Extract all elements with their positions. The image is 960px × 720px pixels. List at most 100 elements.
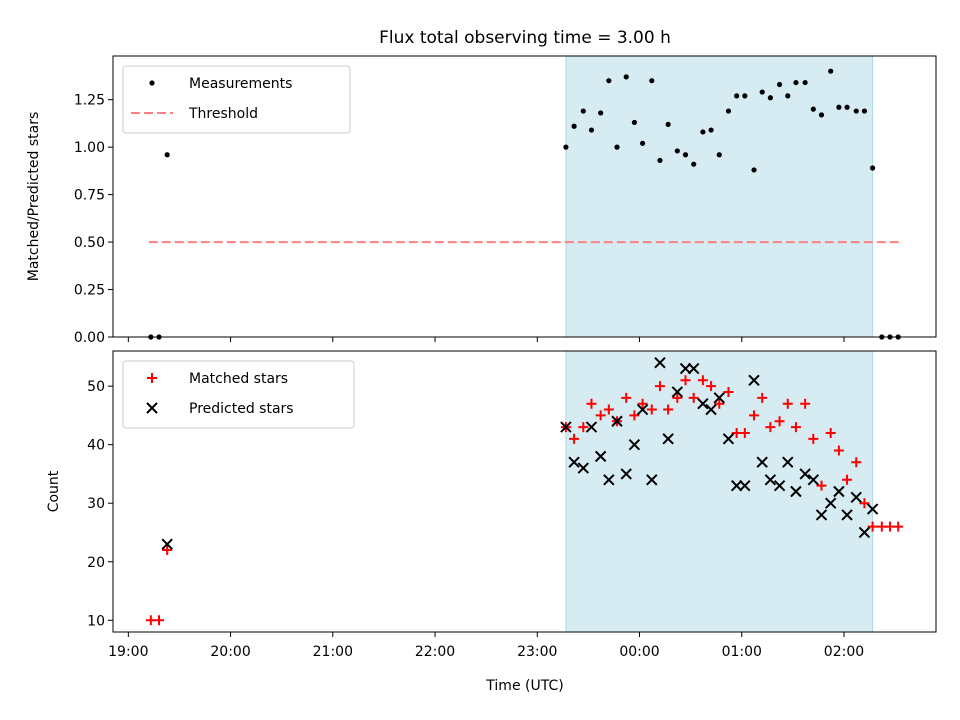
series1-point: [628, 438, 641, 451]
legend-matched-label: Matched stars: [189, 371, 288, 387]
series0-point: [682, 152, 689, 158]
legend-threshold-label: Threshold: [188, 106, 258, 122]
series0-point: [853, 108, 859, 114]
series0-point: [842, 474, 853, 485]
ratio-panel: 0.00 0.25 0.50 0.75 1.00 1.25 Matched/Predict…: [26, 55, 937, 346]
count-legend-box: [122, 360, 355, 429]
y-tick-label: 0.25: [74, 283, 105, 299]
series0-point: [598, 110, 604, 116]
legend-symbol: [149, 80, 155, 86]
series0-point: [825, 427, 836, 438]
series0-point: [893, 521, 904, 532]
ratio-y-ticks: 0.00 0.25 0.50 0.75 1.00 1.25: [74, 93, 113, 346]
series0-point: [637, 398, 648, 409]
series0-point: [654, 381, 665, 392]
count-x-ticks: 19:00 20:00 21:00 22:00 23:00 00:00 01:00 02:00: [108, 632, 864, 660]
series0-point: [154, 615, 165, 626]
series1-point: [722, 433, 735, 445]
series1-point: [654, 357, 666, 369]
series1-point: [568, 456, 580, 468]
series0-point: [793, 79, 799, 86]
ratio-x-ticks: [127, 337, 845, 342]
series1-point: [730, 479, 743, 492]
series0-point: [623, 74, 629, 80]
series1-point: [764, 474, 777, 486]
series1-point: [807, 474, 820, 486]
series0-point: [767, 95, 773, 101]
series0-point: [578, 422, 589, 433]
series1-point: [773, 479, 786, 492]
series0-point: [588, 127, 595, 133]
series1-point: [611, 415, 623, 427]
series0-point: [723, 386, 734, 397]
series0-point: [672, 392, 683, 403]
series1-point: [671, 386, 684, 398]
series1-point: [858, 526, 871, 539]
chart-title: Flux total observing time = 3.00 h: [379, 28, 671, 48]
series0-point: [714, 398, 725, 409]
series0-point: [725, 108, 732, 114]
y-tick-label: 0.50: [74, 235, 105, 251]
series0-point: [742, 93, 748, 99]
legend-symbol: [146, 402, 158, 414]
legend-symbol: [147, 373, 157, 383]
x-tick-label: 02:00: [824, 644, 864, 660]
series1-point: [594, 450, 607, 463]
series1-point: [603, 474, 615, 486]
legend-matched-marker: [147, 373, 157, 383]
count-plot-frame: [112, 350, 937, 633]
x-tick-label: 23:00: [517, 644, 557, 660]
y-tick-label: 40: [87, 438, 105, 454]
series0-point: [859, 498, 870, 509]
series0-point: [716, 152, 722, 158]
x-tick-label: 21:00: [313, 644, 353, 660]
y-tick-label: 30: [87, 496, 105, 512]
series0-point: [836, 104, 842, 110]
series0-point: [765, 422, 776, 433]
series0-point: [646, 404, 657, 415]
series0-point: [833, 445, 844, 456]
y-tick-label: 50: [87, 379, 105, 395]
series0-point: [776, 81, 783, 88]
y-tick-label: 20: [87, 555, 105, 571]
series1-point: [833, 485, 845, 498]
series0-point: [800, 398, 811, 409]
count-legend: Matched stars Predicted stars: [122, 360, 355, 429]
series1-point: [815, 509, 828, 521]
series0-point: [861, 108, 868, 114]
count-panel: 10 20 30 40 50 19:00 20:00 21:00 22:00 23:00 00:0…: [46, 350, 937, 660]
series1-point: [636, 403, 649, 416]
series1-point: [841, 509, 853, 521]
legend-predicted-marker: [146, 402, 158, 414]
series1-point: [850, 491, 862, 504]
series1-point: [713, 392, 725, 404]
ratio-legend: Measurements Threshold: [122, 65, 351, 134]
series0-point: [164, 152, 170, 158]
measurement-points: [148, 68, 901, 340]
series0-point: [639, 140, 646, 146]
legend-predicted-label: Predicted stars: [189, 401, 294, 417]
series0-point: [629, 410, 640, 421]
series1-point: [697, 397, 709, 410]
series1-point: [799, 468, 811, 480]
series0-point: [580, 108, 586, 114]
series1-point: [824, 497, 837, 509]
series0-point: [663, 404, 674, 415]
series0-point: [569, 433, 580, 444]
x-axis-label: Time (UTC): [485, 678, 563, 694]
series0-point: [680, 375, 691, 386]
series1-point: [739, 479, 751, 492]
series0-point: [790, 422, 801, 433]
series0-point: [571, 123, 577, 129]
series1-point: [705, 403, 717, 416]
series0-point: [631, 119, 638, 126]
series0-point: [816, 480, 827, 491]
series1-point: [662, 433, 674, 445]
series1-point: [687, 362, 700, 375]
ratio-plot-frame: [112, 55, 937, 338]
series0-point: [734, 93, 740, 99]
y-tick-label: 10: [87, 613, 105, 629]
series1-point: [577, 462, 589, 474]
series0-point: [708, 127, 714, 133]
